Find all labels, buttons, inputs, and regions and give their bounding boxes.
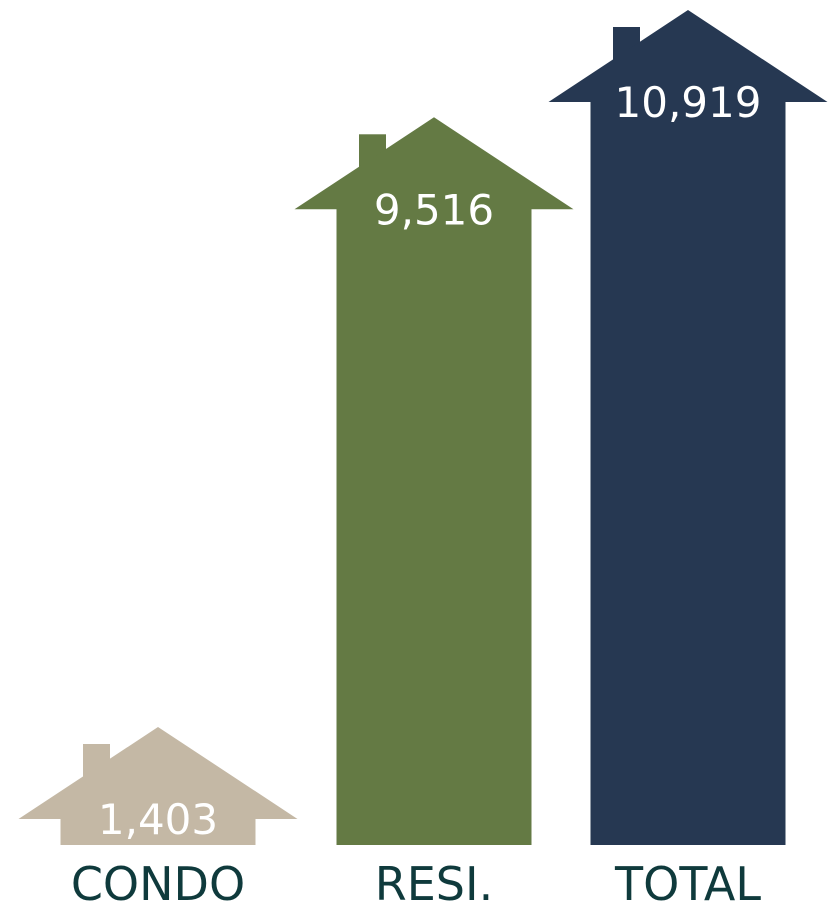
category-label: RESI. (375, 857, 493, 911)
house-bar-condo: 1,403 (18, 727, 298, 845)
bar (294, 117, 574, 845)
category-label: TOTAL (614, 857, 761, 911)
house-bar-total: 10,919 (548, 10, 828, 845)
data-label: 1,403 (98, 795, 218, 844)
house-bar-resi: 9,516 (294, 117, 574, 845)
data-label: 10,919 (615, 78, 762, 127)
data-label: 9,516 (374, 185, 494, 234)
bar (548, 10, 828, 845)
bar (18, 727, 298, 845)
category-label: CONDO (71, 857, 245, 911)
